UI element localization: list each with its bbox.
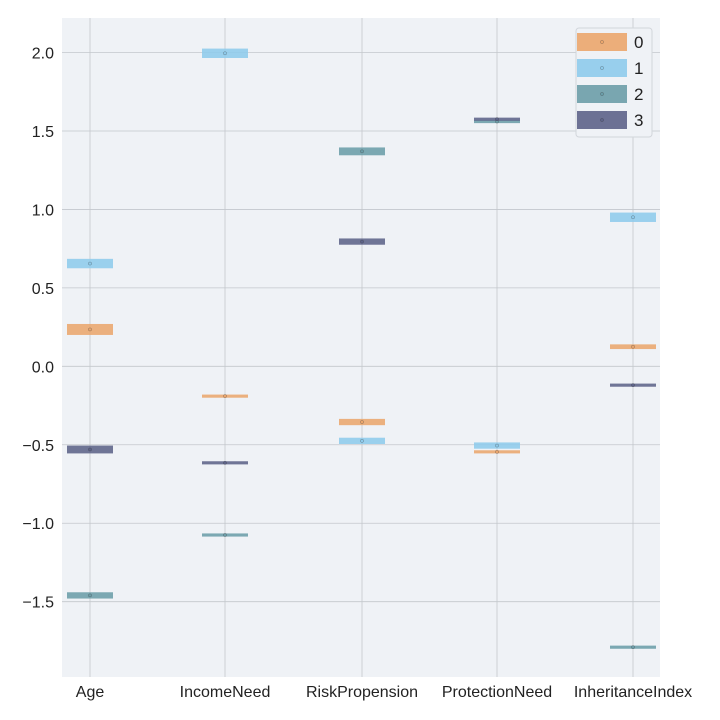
y-tick-label: 1.5 xyxy=(32,124,54,141)
legend-item-0: 0 xyxy=(577,33,643,52)
data-point xyxy=(631,344,635,349)
data-point xyxy=(223,533,227,537)
data-point xyxy=(360,149,364,154)
x-tick-label: RiskPropension xyxy=(306,684,418,701)
legend-item-1: 1 xyxy=(577,59,643,78)
legend-marker xyxy=(600,92,604,96)
x-tick-label: IncomeNeed xyxy=(180,684,271,701)
data-point xyxy=(223,394,227,398)
y-tick-label: −0.5 xyxy=(22,438,54,455)
plot-background xyxy=(62,18,660,677)
y-tick-label: −1.0 xyxy=(22,516,54,533)
series-1 xyxy=(67,48,656,449)
series-3 xyxy=(67,117,656,465)
legend-marker xyxy=(600,118,604,122)
legend: 0 1 2 3 xyxy=(575,27,653,138)
data-point xyxy=(495,117,499,122)
x-tick-label: ProtectionNeed xyxy=(442,684,552,701)
data-point xyxy=(88,327,92,332)
y-tick-label: 0.5 xyxy=(32,281,54,298)
series-0 xyxy=(67,323,656,454)
legend-frame xyxy=(575,27,653,138)
data-point xyxy=(223,51,227,56)
data-point xyxy=(631,215,635,220)
data-point xyxy=(88,593,92,598)
data-point xyxy=(360,420,364,424)
x-tick-label: InheritanceIndex xyxy=(574,684,692,701)
data-point xyxy=(88,447,92,452)
legend-marker xyxy=(600,66,604,70)
legend-item-3: 3 xyxy=(577,111,643,130)
data-point xyxy=(360,439,364,443)
data-point xyxy=(223,460,227,465)
data-marks xyxy=(67,48,656,650)
y-tick-label: 2.0 xyxy=(32,46,54,63)
x-tick-label: Age xyxy=(76,684,105,701)
legend-marker xyxy=(600,40,604,44)
data-point xyxy=(360,239,364,244)
data-point xyxy=(495,443,499,448)
legend-label: 0 xyxy=(634,33,643,52)
y-axis: 2.0 1.5 1.0 0.5 0.0 −0.5 −1.0 −1.5 xyxy=(22,46,54,612)
legend-label: 3 xyxy=(634,111,643,130)
y-tick-label: −1.5 xyxy=(22,595,54,612)
legend-item-2: 2 xyxy=(577,85,643,104)
legend-label: 1 xyxy=(634,59,643,78)
y-tick-label: 0.0 xyxy=(32,359,54,376)
data-point xyxy=(495,449,499,454)
series-2 xyxy=(67,119,656,650)
y-tick-label: 1.0 xyxy=(32,202,54,219)
legend-label: 2 xyxy=(634,85,643,104)
data-point xyxy=(631,383,635,388)
data-point xyxy=(631,645,635,650)
data-point xyxy=(88,261,92,266)
x-axis: Age IncomeNeed RiskPropension ProtectionNee… xyxy=(76,684,692,701)
